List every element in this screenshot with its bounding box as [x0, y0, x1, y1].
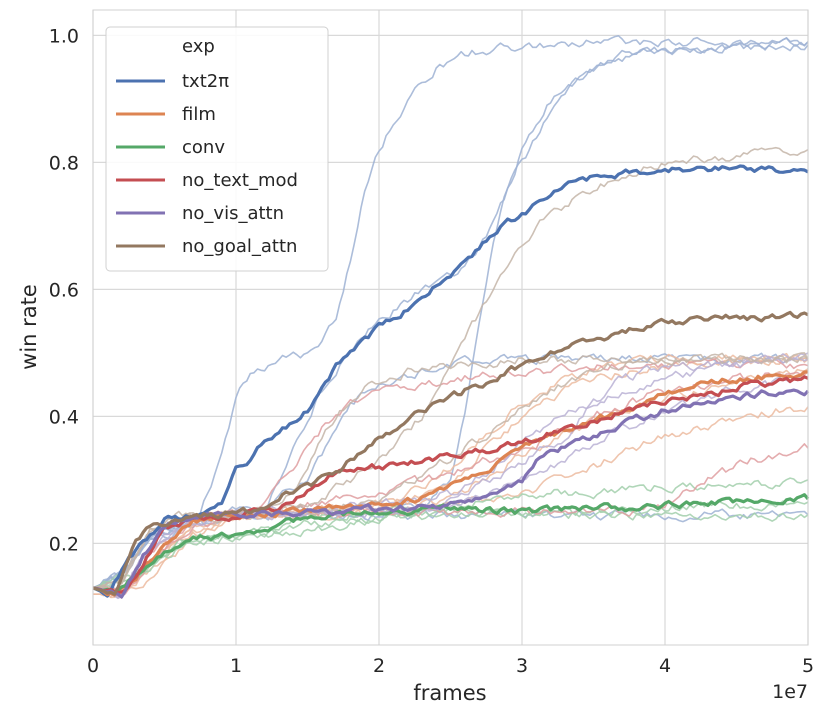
grid: [92, 10, 809, 645]
run-line-txt2π-1: [92, 35, 809, 589]
y-tick-label: 1.0: [49, 25, 79, 47]
mean-line-no_goal_attn: [92, 310, 809, 596]
legend-entries: txt2π film conv no_text_mod no_vis_attn no_go…: [116, 71, 298, 257]
mean-line-no_text_mod: [92, 375, 809, 594]
x-tick-label: 3: [516, 655, 528, 677]
legend-box: [105, 26, 329, 272]
legend-title: exp: [182, 36, 215, 57]
x-tick-label: 2: [373, 655, 385, 677]
legend: exp txt2π film conv no_text_mod no_vis_attnn…: [105, 26, 329, 272]
run-line-no_text_mod-2: [92, 443, 809, 598]
mean-lines: [92, 164, 810, 599]
x-tick-label: 0: [87, 655, 99, 677]
y-tick-label: 0.2: [49, 533, 79, 555]
plot-frame: [92, 9, 809, 646]
x-axis-title: frames: [413, 681, 486, 705]
y-axis-title: win rate: [17, 284, 41, 370]
y-tick-label: 0.8: [49, 152, 79, 174]
legend-label-no_vis_attn: no_vis_attn: [182, 203, 284, 224]
y-tick-label: 0.4: [49, 406, 79, 428]
legend-label-txt2π: txt2π: [182, 71, 229, 92]
y-tick-label: 0.6: [49, 279, 79, 301]
x-tick-label: 5: [802, 655, 814, 677]
x-tick-labels: 0 1 2 3 4 5: [87, 655, 814, 677]
mean-line-conv: [92, 493, 810, 596]
y-tick-labels: 0.2 0.4 0.6 0.8 1.0: [49, 25, 79, 555]
legend-label-film: film: [182, 104, 216, 125]
legend-label-conv: conv: [182, 137, 225, 158]
x-tick-label: 4: [659, 655, 671, 677]
mean-line-txt2π: [92, 164, 809, 598]
x-offset-label: 1e7: [772, 681, 808, 703]
x-tick-label: 1: [230, 655, 242, 677]
legend-label-no_text_mod: no_text_mod: [182, 170, 298, 191]
legend-label-no_goal_attn: no_goal_attn: [182, 236, 297, 257]
